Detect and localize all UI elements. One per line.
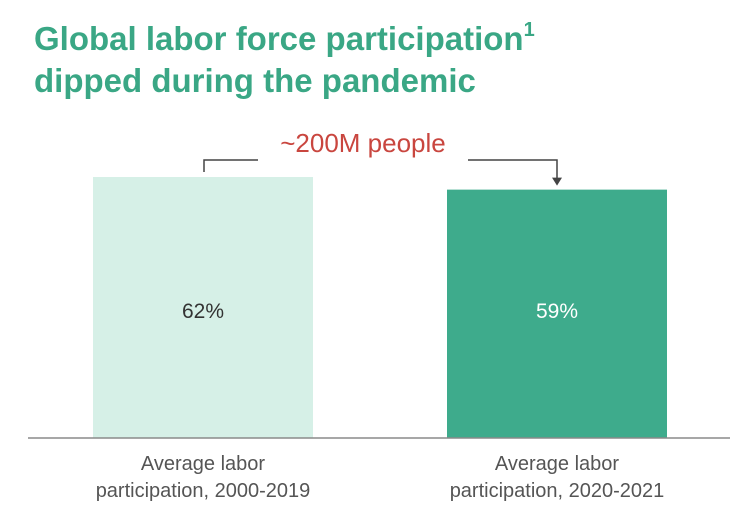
title-line-1: Global labor force participation	[34, 20, 524, 57]
annotation-label-background	[258, 124, 468, 164]
bar-1	[93, 177, 313, 438]
data-label-2: 59%	[536, 300, 578, 323]
category-label-1-line-2: participation, 2000-2019	[96, 480, 311, 502]
category-label-2-line-2: participation, 2020-2021	[450, 480, 665, 502]
title-line-2: dipped during the pandemic	[34, 62, 476, 99]
category-label-1-line-1: Average labor	[141, 453, 266, 475]
data-label-1: 62%	[182, 300, 224, 323]
annotation-arrowhead	[552, 177, 562, 186]
category-label-2-line-1: Average labor	[495, 453, 620, 475]
annotation-label: ~200M people	[280, 128, 446, 158]
bar-2	[447, 189, 667, 438]
footnote-marker: 1	[523, 19, 535, 41]
chart-title: Global labor force participation1 dipped…	[34, 18, 724, 102]
